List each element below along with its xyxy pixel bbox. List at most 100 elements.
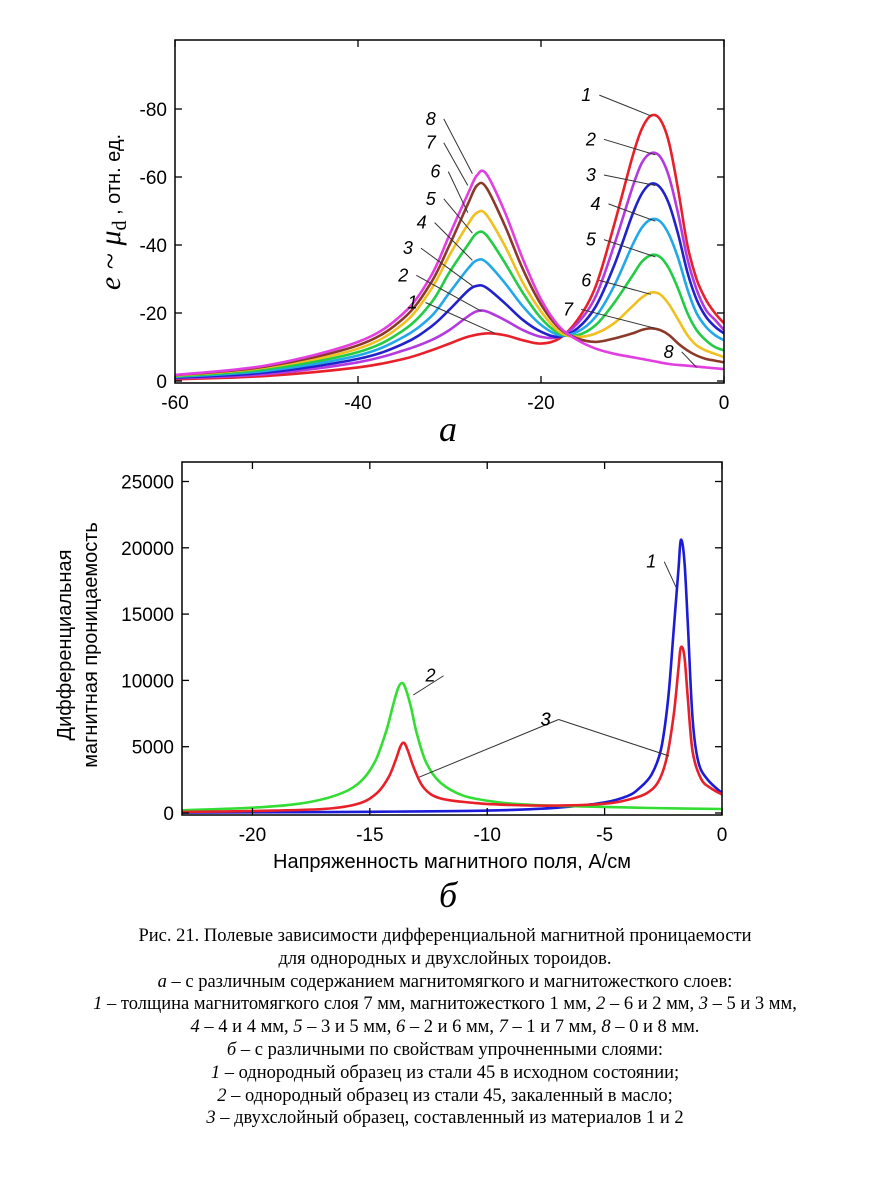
series-1-line [182, 538, 722, 814]
curve-label-3: 3 [541, 710, 551, 730]
y-tick-label: -80 [140, 100, 167, 121]
caption-ref-6: 6 [395, 1017, 406, 1038]
x-tick-label: -5 [596, 825, 613, 846]
caption-ref-b2: 2 [217, 1085, 227, 1106]
leader-line-8 [681, 351, 697, 368]
caption-panel-b-ref: б [226, 1039, 237, 1060]
curve-label-4: 4 [590, 194, 600, 214]
caption-text: – 4 и 4 мм, [199, 1017, 294, 1038]
caption-line-3: а – с различным содержанием магнитомягко… [0, 971, 890, 994]
series-3-line [175, 182, 724, 379]
x-tick-label: 0 [719, 393, 730, 414]
curve-label-6: 6 [581, 270, 592, 290]
caption-line-1: Рис. 21. Полевые зависимости дифференциа… [138, 926, 752, 946]
caption-ref-3: 3 [698, 994, 709, 1015]
series-8-line [175, 169, 724, 377]
leader-line-3 [420, 247, 473, 287]
caption-text: – толщина магнитомягкого слоя 7 мм, магн… [102, 994, 597, 1015]
x-tick-label: -20 [239, 825, 266, 846]
leader-line-8 [443, 118, 473, 174]
caption-text: – 6 и 2 мм, [605, 994, 699, 1015]
figure-caption: Рис. 21. Полевые зависимости дифференциа… [0, 925, 890, 1130]
curve-label-2: 2 [425, 666, 436, 686]
series-3-line [182, 645, 722, 814]
leader-line-3 [603, 174, 656, 186]
caption-line-4: 1 – толщина магнитомягкого слоя 7 мм, ма… [0, 993, 890, 1016]
y-tick-label: 20000 [121, 539, 174, 560]
caption-text: – 1 и 7 мм, [507, 1017, 602, 1038]
curve-label-3: 3 [403, 238, 413, 258]
series-1-line [175, 113, 724, 381]
curve-label-6: 6 [430, 162, 441, 182]
curve-label-2: 2 [397, 265, 408, 285]
panel-a-letter: а [439, 409, 457, 449]
leader-line-7 [580, 308, 656, 329]
caption-text: – 5 и 3 мм, [708, 994, 797, 1015]
panel-b-plot-frame [181, 461, 723, 816]
panel-a-ticks: -60 -40 -20 0 0 -20 -40 -60 -80 [140, 40, 730, 414]
caption-text: – однородный образец из стали 45, закале… [226, 1085, 673, 1106]
caption-panel-b-desc: – с различными по свойствам упрочненными… [236, 1039, 664, 1060]
leader-line-1 [425, 302, 496, 334]
leader-line-6 [447, 171, 469, 213]
caption-line-7: 1 – однородный образец из стали 45 в исх… [0, 1062, 890, 1085]
x-tick-label: -10 [473, 825, 500, 846]
y-tick-label: 0 [156, 372, 167, 393]
curve-label-1: 1 [646, 552, 656, 572]
leader-line-7 [443, 142, 469, 186]
panel-b-y-axis-label-line-1: Дифференциальная [54, 550, 76, 741]
x-tick-label: -40 [344, 393, 371, 414]
curve-label-3: 3 [541, 710, 551, 730]
caption-line-2: для однородных и двухслойных тороидов. [278, 948, 612, 969]
series-2-line [175, 151, 724, 380]
caption-ref-7: 7 [498, 1017, 508, 1038]
figure: -60 -40 -20 00-20-40-60-80 1234567812345678… [54, 39, 730, 910]
curve-label-5: 5 [426, 189, 437, 209]
y-tick-label: 15000 [121, 605, 174, 626]
caption-ref-8: 8 [601, 1017, 611, 1038]
leader-line-3 [558, 719, 670, 757]
panel-a-series-group [175, 113, 724, 381]
curve-label-7: 7 [426, 133, 437, 153]
leader-line-2 [603, 138, 656, 156]
panel-b-y-axis-label-line-2: магнитная проницаемость [80, 522, 102, 768]
caption-ref-1: 1 [93, 994, 103, 1015]
leader-line-4 [434, 222, 473, 261]
panel-b-chart: -20 -15 -10 -5 0 0 5000 10000 15000 20000 25000 1 2… [54, 461, 728, 910]
curve-label-4: 4 [417, 213, 427, 233]
leader-line-4 [608, 203, 656, 222]
caption-text: – однородный образец из стали 45 в исход… [220, 1062, 680, 1083]
curve-label-8: 8 [664, 342, 674, 362]
panel-a-chart: -60 -40 -20 00-20-40-60-80 1234567812345678… [94, 39, 730, 449]
panel-b-series-group [182, 538, 722, 814]
y-tick-label: -60 [140, 168, 167, 189]
y-tick-label: -40 [140, 236, 167, 257]
x-tick-label: 0 [717, 825, 728, 846]
caption-text: – двухслойный образец, составленный из м… [215, 1108, 684, 1129]
caption-panel-a-desc: – с различным содержанием магнитомягкого… [166, 971, 733, 992]
caption-line-8: 2 – однородный образец из стали 45, зака… [0, 1085, 890, 1108]
series-4-line [175, 217, 724, 379]
curve-label-5: 5 [586, 230, 597, 250]
y-tick-label: 25000 [121, 473, 174, 494]
y-tick-label: 0 [163, 804, 174, 825]
series-7-line [175, 181, 724, 377]
curve-label-8: 8 [426, 109, 436, 129]
caption-text: – 2 и 6 мм, [405, 1017, 499, 1038]
leader-line-6 [599, 279, 651, 295]
caption-ref-4: 4 [190, 1017, 200, 1038]
caption-text: – 3 и 5 мм, [302, 1017, 396, 1038]
curve-label-3: 3 [586, 165, 596, 185]
caption-line-6: б – с различными по свойствам упрочненны… [0, 1039, 890, 1062]
panel-a-y-axis-label: e ~ μd , отн. ед. [94, 134, 131, 290]
curve-label-2: 2 [585, 129, 596, 149]
leader-line-1 [599, 94, 651, 117]
caption-line-9: 3 – двухслойный образец, составленный из… [0, 1107, 890, 1130]
y-tick-label: 10000 [121, 671, 174, 692]
caption-text: – 0 и 8 мм. [610, 1017, 700, 1038]
caption-ref-2: 2 [596, 994, 606, 1015]
x-tick-label: -60 [161, 393, 188, 414]
panel-b-letter: б [439, 875, 459, 910]
leader-line-5 [443, 198, 473, 234]
caption-ref-b3: 3 [206, 1108, 216, 1129]
